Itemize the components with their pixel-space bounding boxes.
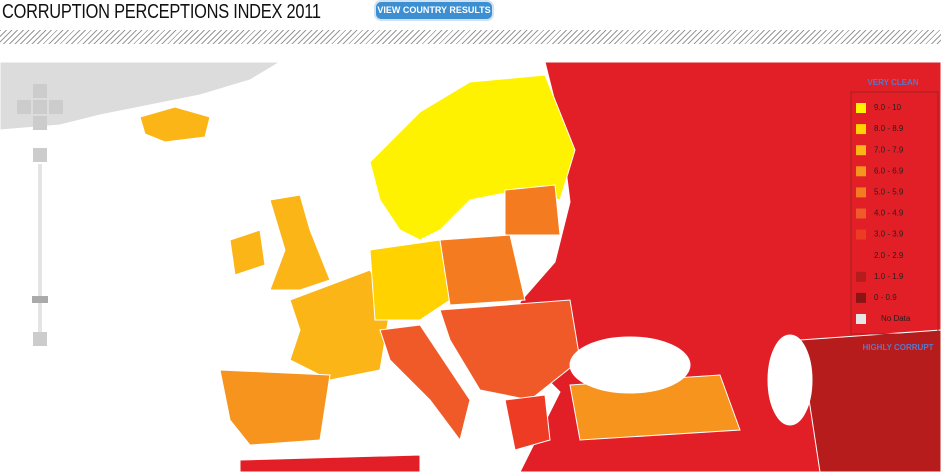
legend: VERY CLEAN HIGHLY CORRUPT 9.0 - 10 8.0 - 8.…	[856, 78, 934, 352]
zoom-track	[38, 164, 42, 332]
legend-swatch	[856, 292, 866, 303]
legend-top-label: VERY CLEAN	[867, 78, 918, 87]
zoom-out[interactable]	[33, 332, 47, 346]
legend-label: 5.0 - 5.9	[874, 188, 904, 197]
legend-swatch	[856, 208, 866, 219]
legend-swatch	[856, 103, 866, 113]
legend-swatch	[856, 166, 866, 177]
pan-home[interactable]	[33, 100, 47, 114]
zoom-handle[interactable]	[32, 296, 48, 303]
legend-label: No Data	[881, 314, 911, 323]
legend-label: 2.0 - 2.9	[874, 251, 904, 260]
legend-swatch	[856, 145, 866, 156]
land	[0, 62, 941, 472]
pan-left[interactable]	[17, 100, 31, 114]
zoom-in[interactable]	[33, 148, 47, 162]
legend-label: 0 - 0.9	[874, 293, 897, 302]
legend-box	[850, 91, 939, 335]
zoom-controls	[17, 84, 63, 346]
legend-label: 7.0 - 7.9	[874, 145, 904, 154]
legend-label: 1.0 - 1.9	[874, 272, 904, 281]
hatch-divider	[0, 30, 941, 44]
legend-label: 9.0 - 10	[874, 103, 902, 112]
legend-swatch	[856, 314, 866, 324]
legend-swatch	[856, 271, 866, 282]
pan-up[interactable]	[33, 84, 47, 98]
legend-swatch	[856, 187, 866, 198]
legend-swatch	[856, 229, 866, 240]
legend-swatch	[856, 250, 866, 261]
view-results-button[interactable]: VIEW COUNTRY RESULTS	[376, 2, 492, 19]
legend-label: 3.0 - 3.9	[874, 230, 904, 239]
map: VERY CLEAN HIGHLY CORRUPT 9.0 - 10 8.0 - 8.…	[0, 62, 941, 472]
legend-swatch	[856, 124, 866, 135]
legend-label: 6.0 - 6.9	[874, 166, 904, 175]
legend-label: 8.0 - 8.9	[874, 124, 904, 133]
page-title: CORRUPTION PERCEPTIONS INDEX 2011	[2, 1, 321, 23]
pan-right[interactable]	[49, 100, 63, 114]
pan-down[interactable]	[33, 116, 47, 130]
legend-bottom-label: HIGHLY CORRUPT	[862, 343, 933, 352]
legend-label: 4.0 - 4.9	[874, 209, 904, 218]
